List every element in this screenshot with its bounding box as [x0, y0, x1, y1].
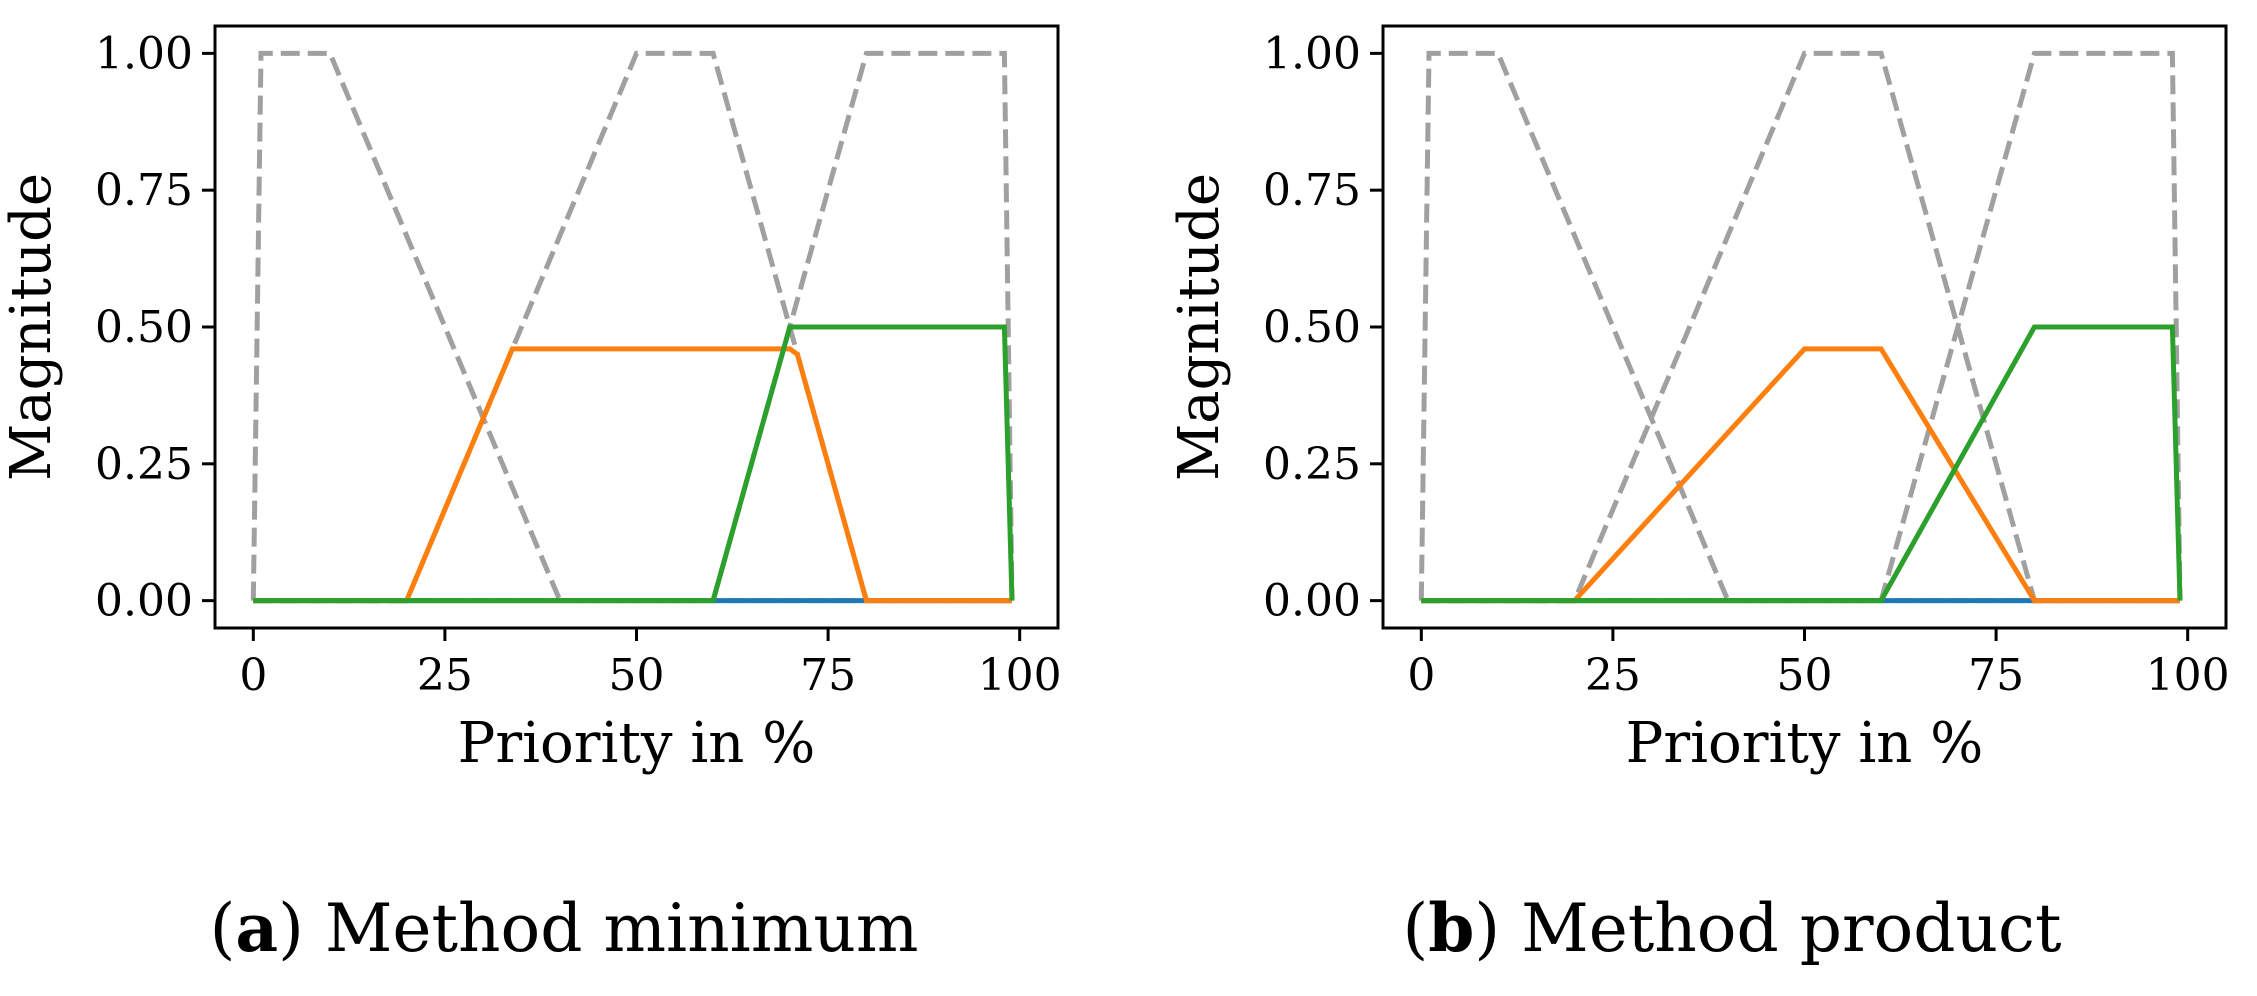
- x-tick-label: 75: [800, 650, 856, 701]
- y-tick-label: 0.75: [95, 165, 193, 216]
- caption-b-text: Method product: [1521, 890, 2062, 967]
- x-tick-label: 75: [1968, 650, 2024, 701]
- y-tick-label: 1.00: [95, 28, 193, 79]
- x-tick-label: 0: [239, 650, 267, 701]
- x-tick-label: 100: [2146, 650, 2230, 701]
- caption-a-text: Method minimum: [324, 890, 919, 967]
- y-tick-label: 0.00: [95, 576, 193, 627]
- y-tick-label: 0.50: [1263, 302, 1361, 353]
- x-tick-label: 100: [978, 650, 1062, 701]
- y-tick-label: 0.25: [1263, 439, 1361, 490]
- y-tick-label: 0.25: [95, 439, 193, 490]
- x-axis-label: Priority in %: [458, 711, 816, 776]
- y-tick-label: 0.50: [95, 302, 193, 353]
- caption-a: (a) Method minimum: [209, 889, 919, 967]
- y-tick-label: 1.00: [1263, 28, 1361, 79]
- y-axis-label: Magnitude: [1167, 173, 1232, 481]
- series-line-high: [1421, 324, 2183, 604]
- chart-b: 0 25 50 75 100 0.00 0.25 0.50 0.75 1.00 Priority i…: [1167, 24, 2230, 776]
- x-tick-label: 50: [1777, 650, 1833, 701]
- series-line-medium: [1421, 346, 2180, 604]
- y-tick-label: 0.00: [1263, 576, 1361, 627]
- x-tick-label: 50: [609, 650, 665, 701]
- caption-b-letter: b: [1428, 889, 1475, 967]
- x-tick-label: 25: [417, 650, 473, 701]
- chart-panel-b: 0 25 50 75 100 0.00 0.25 0.50 0.75 1.00 Priority i…: [1167, 0, 2257, 996]
- y-axis-label: Magnitude: [0, 173, 64, 481]
- chart-panel-a: 0 25 50 75 100 0.00 0.25 0.50 0.75 1.00 Priority i…: [0, 0, 1128, 996]
- caption-a-letter: a: [235, 889, 279, 967]
- x-axis-label: Priority in %: [1626, 711, 1984, 776]
- x-tick-label: 0: [1407, 650, 1435, 701]
- series-line-high: [253, 324, 1015, 604]
- chart-a: 0 25 50 75 100 0.00 0.25 0.50 0.75 1.00 Priority i…: [0, 24, 1062, 776]
- series-line-medium: [253, 346, 1012, 604]
- y-tick-label: 0.75: [1263, 165, 1361, 216]
- caption-b: (b) Method product: [1402, 889, 2062, 967]
- x-tick-label: 25: [1585, 650, 1641, 701]
